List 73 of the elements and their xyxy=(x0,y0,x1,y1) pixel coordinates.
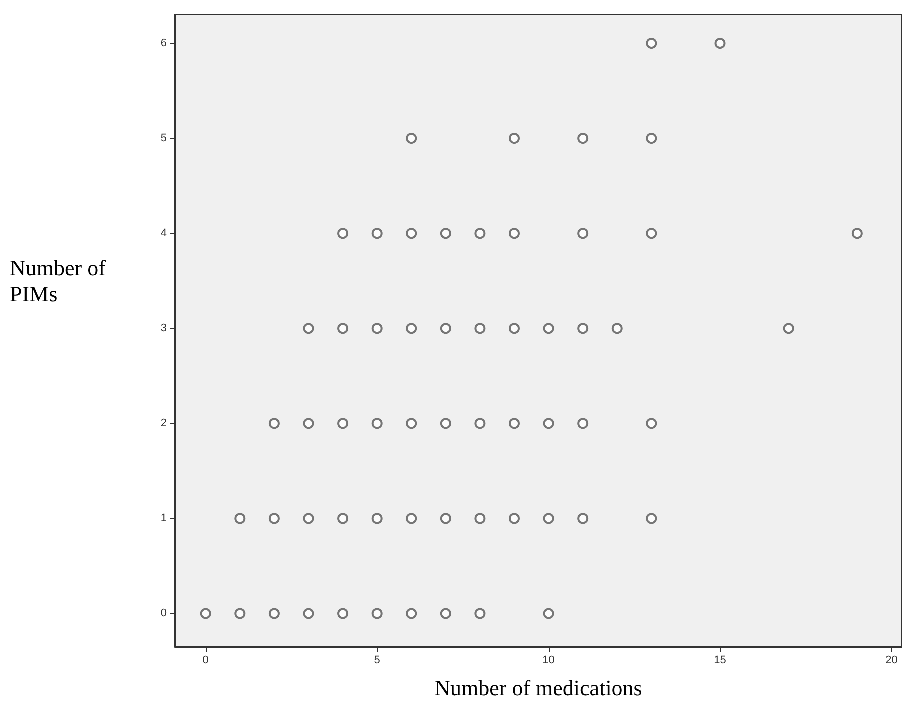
point xyxy=(474,323,486,334)
point xyxy=(406,133,418,144)
x-tick-label: 20 xyxy=(886,654,898,666)
point xyxy=(303,608,314,620)
point xyxy=(612,323,623,334)
point xyxy=(714,38,726,50)
point xyxy=(578,418,589,430)
point xyxy=(234,608,246,620)
point xyxy=(852,228,863,240)
point xyxy=(474,418,486,430)
point xyxy=(234,513,246,524)
point xyxy=(509,418,520,430)
y-tick-label: 1 xyxy=(160,512,167,525)
point xyxy=(646,513,658,524)
y-tick-label: 4 xyxy=(160,228,167,240)
point xyxy=(509,323,520,334)
point xyxy=(646,133,658,144)
x-tick-label: 15 xyxy=(714,654,726,666)
point xyxy=(303,513,314,524)
point xyxy=(372,228,383,240)
point xyxy=(578,228,589,240)
point xyxy=(406,323,418,334)
point xyxy=(406,513,418,524)
x-tick-label: 5 xyxy=(374,654,380,666)
point xyxy=(440,323,452,334)
point xyxy=(200,608,212,620)
point xyxy=(509,228,520,240)
point xyxy=(509,513,520,524)
y-tick-label: 3 xyxy=(160,322,167,335)
point xyxy=(646,38,658,50)
point xyxy=(268,418,280,430)
point xyxy=(338,608,349,620)
point xyxy=(543,418,554,430)
point xyxy=(406,608,418,620)
point xyxy=(474,608,486,620)
point xyxy=(474,228,486,240)
point xyxy=(338,228,349,240)
point xyxy=(406,228,418,240)
y-axis-title: Number of PIMs xyxy=(10,256,112,306)
point xyxy=(578,513,589,524)
point xyxy=(372,513,383,524)
point xyxy=(338,418,349,430)
x-axis-title: Number of medications xyxy=(434,676,642,700)
point xyxy=(440,608,452,620)
point xyxy=(372,418,383,430)
point xyxy=(440,228,452,240)
point xyxy=(338,513,349,524)
point xyxy=(543,513,554,524)
y-tick-label: 6 xyxy=(160,38,167,50)
point xyxy=(372,323,383,334)
point xyxy=(303,418,314,430)
point xyxy=(783,323,794,334)
y-tick-label: 0 xyxy=(160,608,167,620)
point xyxy=(543,608,554,620)
point xyxy=(440,418,452,430)
point xyxy=(646,228,658,240)
y-tick-label: 5 xyxy=(160,132,167,145)
point xyxy=(372,608,383,620)
point xyxy=(268,513,280,524)
point xyxy=(646,418,658,430)
point xyxy=(578,133,589,144)
x-tick-label: 0 xyxy=(202,654,209,666)
point xyxy=(578,323,589,334)
point xyxy=(543,323,554,334)
point xyxy=(440,513,452,524)
point xyxy=(406,418,418,430)
point xyxy=(509,133,520,144)
x-tick-label: 10 xyxy=(542,654,555,666)
point xyxy=(303,323,314,334)
point xyxy=(268,608,280,620)
point xyxy=(474,513,486,524)
point xyxy=(338,323,349,334)
y-tick-label: 2 xyxy=(160,418,167,430)
